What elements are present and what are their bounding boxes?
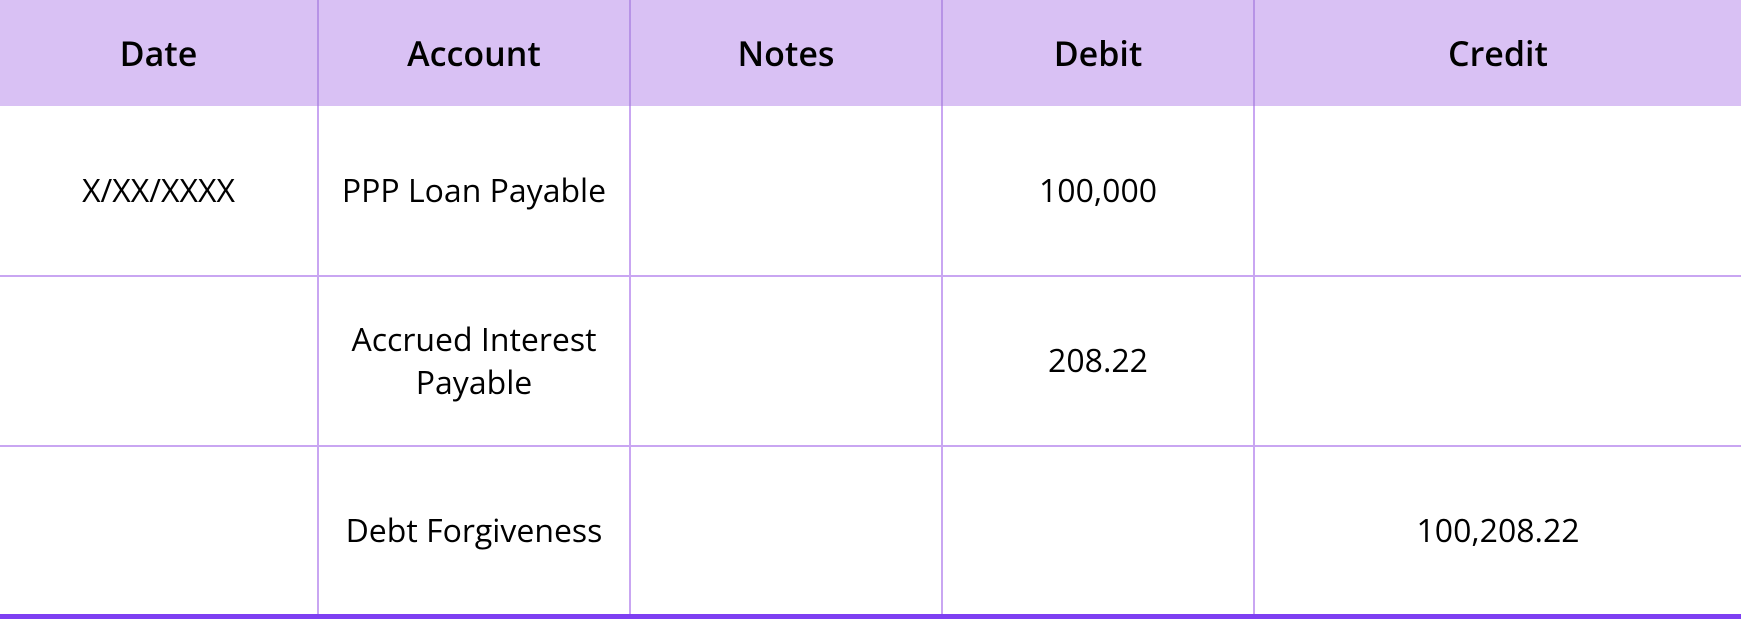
col-header-credit: Credit bbox=[1254, 0, 1741, 106]
col-header-account: Account bbox=[318, 0, 630, 106]
col-header-debit: Debit bbox=[942, 0, 1254, 106]
cell-debit bbox=[942, 446, 1254, 616]
journal-entry-table: Date Account Notes Debit Credit X/XX/XXX… bbox=[0, 0, 1741, 619]
cell-account: PPP Loan Payable bbox=[318, 106, 630, 276]
cell-date: X/XX/XXXX bbox=[0, 106, 318, 276]
cell-notes bbox=[630, 106, 942, 276]
cell-notes bbox=[630, 276, 942, 446]
cell-debit: 208.22 bbox=[942, 276, 1254, 446]
cell-credit: 100,208.22 bbox=[1254, 446, 1741, 616]
table-row: Accrued Interest Payable 208.22 bbox=[0, 276, 1741, 446]
table-row: Debt Forgiveness 100,208.22 bbox=[0, 446, 1741, 616]
table-row: X/XX/XXXX PPP Loan Payable 100,000 bbox=[0, 106, 1741, 276]
cell-credit bbox=[1254, 276, 1741, 446]
cell-debit: 100,000 bbox=[942, 106, 1254, 276]
cell-notes bbox=[630, 446, 942, 616]
cell-credit bbox=[1254, 106, 1741, 276]
cell-account: Debt Forgiveness bbox=[318, 446, 630, 616]
cell-date bbox=[0, 276, 318, 446]
col-header-notes: Notes bbox=[630, 0, 942, 106]
cell-account: Accrued Interest Payable bbox=[318, 276, 630, 446]
header-row: Date Account Notes Debit Credit bbox=[0, 0, 1741, 106]
cell-date bbox=[0, 446, 318, 616]
col-header-date: Date bbox=[0, 0, 318, 106]
